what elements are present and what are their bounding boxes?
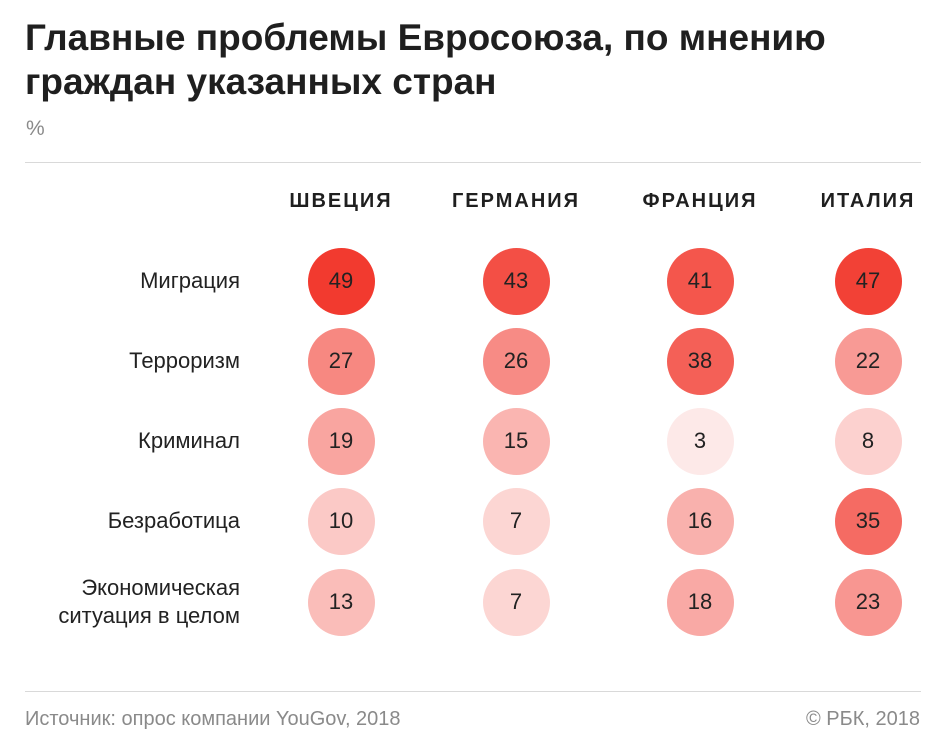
row-label: Криминал bbox=[138, 427, 240, 455]
heatmap-cell: 19 bbox=[307, 407, 375, 475]
heatmap-cell: 27 bbox=[307, 327, 375, 395]
heatmap-cell: 15 bbox=[482, 407, 550, 475]
row-label: Экономическая ситуация в целом bbox=[58, 574, 240, 630]
heatmap-cell: 3 bbox=[666, 407, 734, 475]
heatmap-cell: 7 bbox=[482, 487, 550, 555]
bottom-divider bbox=[25, 691, 921, 692]
column-header: ИТАЛИЯ bbox=[820, 190, 916, 212]
row-label: Миграция bbox=[140, 267, 240, 295]
heatmap-cell: 10 bbox=[307, 487, 375, 555]
heatmap-cell: 22 bbox=[834, 327, 902, 395]
row-label-line: ситуация в целом bbox=[58, 603, 240, 628]
heatmap-cell: 26 bbox=[482, 327, 550, 395]
top-divider bbox=[25, 162, 921, 163]
heatmap-cell: 18 bbox=[666, 568, 734, 636]
column-header: ШВЕЦИЯ bbox=[289, 190, 393, 212]
heatmap-cell: 8 bbox=[834, 407, 902, 475]
heatmap-cell: 13 bbox=[307, 568, 375, 636]
heatmap-cell: 7 bbox=[482, 568, 550, 636]
copyright-note: © РБК, 2018 bbox=[805, 708, 920, 730]
row-label-line: Экономическая bbox=[81, 575, 240, 600]
heatmap-cell: 43 bbox=[482, 247, 550, 315]
chart-title: Главные проблемы Евросоюза, по мнению гр… bbox=[25, 17, 826, 102]
column-header: ФРАНЦИЯ bbox=[642, 190, 758, 212]
heatmap-cell: 35 bbox=[834, 487, 902, 555]
heatmap-cell: 23 bbox=[834, 568, 902, 636]
source-note: Источник: опрос компании YouGov, 2018 bbox=[25, 708, 401, 730]
heatmap-cell: 16 bbox=[666, 487, 734, 555]
row-label-line: Криминал bbox=[138, 428, 240, 453]
heatmap-cell: 47 bbox=[834, 247, 902, 315]
row-label: Безработица bbox=[108, 507, 240, 535]
column-header: ГЕРМАНИЯ bbox=[451, 190, 581, 212]
heatmap-cell: 49 bbox=[307, 247, 375, 315]
heatmap-cell: 38 bbox=[666, 327, 734, 395]
unit-label: % bbox=[26, 117, 45, 140]
heatmap-cell: 41 bbox=[666, 247, 734, 315]
row-label-line: Миграция bbox=[140, 268, 240, 293]
row-label-line: Безработица bbox=[107, 508, 240, 533]
row-label-line: Терроризм bbox=[129, 348, 240, 373]
row-label: Терроризм bbox=[129, 347, 240, 375]
